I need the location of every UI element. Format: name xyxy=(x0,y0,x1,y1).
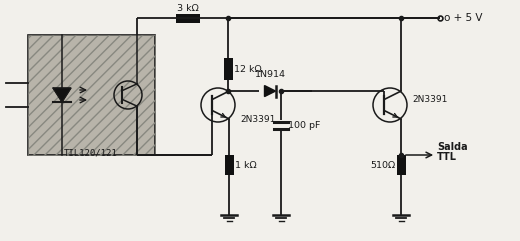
Polygon shape xyxy=(265,86,276,97)
Text: TTL: TTL xyxy=(437,152,457,162)
Text: 1 kΩ: 1 kΩ xyxy=(235,161,257,169)
Bar xyxy=(225,155,233,175)
Text: 2N3391: 2N3391 xyxy=(240,115,276,125)
Text: 3 kΩ: 3 kΩ xyxy=(177,4,199,13)
Bar xyxy=(397,155,406,175)
Bar xyxy=(176,13,200,22)
Bar xyxy=(224,58,232,80)
Text: 1N914: 1N914 xyxy=(254,70,285,79)
Text: 510Ω: 510Ω xyxy=(370,161,395,169)
Polygon shape xyxy=(53,88,71,102)
Text: o + 5 V: o + 5 V xyxy=(444,13,483,23)
Text: 100 pF: 100 pF xyxy=(288,120,320,129)
Text: TIL120/121: TIL120/121 xyxy=(64,148,118,157)
Text: 2N3391: 2N3391 xyxy=(412,95,447,105)
Text: Salda: Salda xyxy=(437,142,467,152)
Bar xyxy=(28,35,155,155)
Bar xyxy=(28,35,155,155)
Text: 12 kΩ: 12 kΩ xyxy=(234,65,262,74)
